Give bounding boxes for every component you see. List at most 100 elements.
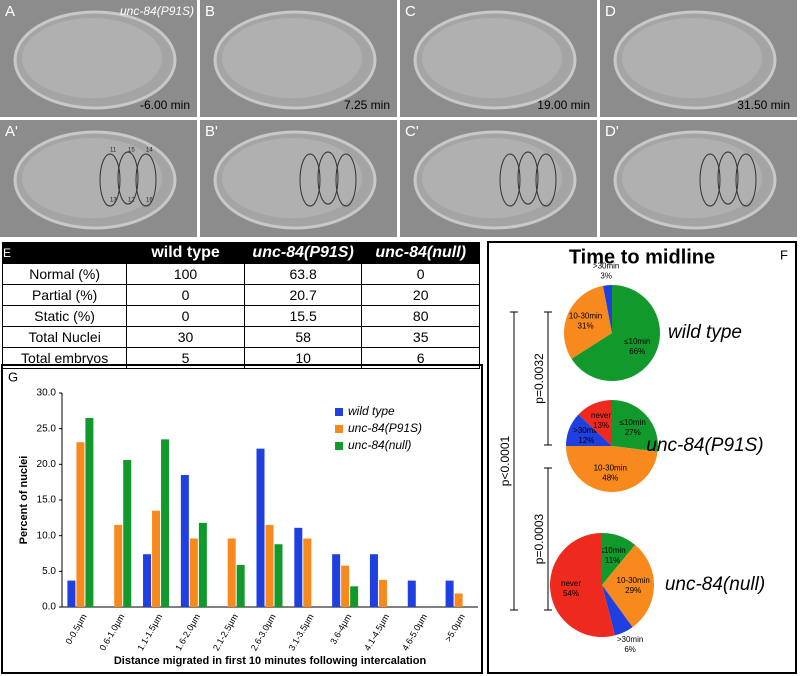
panel-title: Time to midline: [569, 246, 715, 268]
bar: [265, 524, 274, 607]
slice-value: 48%: [602, 474, 618, 483]
table-cell: unc-84(P91S): [243, 242, 363, 264]
panel-letter: A: [5, 3, 15, 20]
table-row: Total Nuclei 30 58 35: [1, 326, 480, 348]
panel-letter: F: [780, 247, 788, 262]
bar: [67, 580, 76, 607]
table-cell: 63.8: [243, 263, 363, 285]
table-cell: 6: [361, 347, 480, 369]
slice-label: ≤10min: [624, 337, 650, 346]
legend-swatch: [335, 442, 343, 450]
table-cell: E: [1, 242, 128, 264]
slice-value: 27%: [625, 428, 641, 437]
embryo: [222, 18, 362, 98]
bar: [350, 586, 359, 607]
bar: [454, 593, 463, 607]
slice-label: ≤10min: [599, 546, 625, 555]
table-cell: Total Nuclei: [1, 326, 128, 348]
embryo: [222, 138, 362, 218]
x-axis-label: Distance migrated in first 10 minutes fo…: [114, 655, 427, 667]
table-cell: 30: [126, 326, 245, 348]
embryo: [22, 18, 162, 98]
slice-value: 11%: [605, 556, 620, 565]
x-tick-label: 1.1-1.5µm: [135, 612, 164, 652]
cell-outline: [535, 153, 557, 207]
table-row: Partial (%) 0 20.7 20: [1, 284, 480, 306]
slice-value: 66%: [629, 347, 645, 356]
bar: [85, 417, 94, 607]
slice-label: never: [561, 579, 581, 588]
bar: [76, 442, 85, 607]
bar: [294, 527, 303, 607]
slice-label: 10-30min: [569, 312, 602, 321]
embryo: [622, 138, 762, 218]
y-tick-label: 25.0: [37, 423, 57, 434]
table-cell: 35: [361, 326, 480, 348]
bar: [180, 475, 189, 607]
panel-letter: C: [405, 3, 416, 20]
slice-value: 54%: [563, 589, 579, 598]
table-cell: 58: [243, 326, 363, 348]
y-tick-label: 0.0: [42, 602, 56, 613]
panel-time: 19.00 min: [537, 98, 590, 112]
embryo: [422, 138, 562, 218]
table-cell: Normal (%): [1, 263, 128, 285]
bar: [189, 538, 198, 607]
slice-value: 3%: [600, 271, 612, 280]
table-cell: 0: [126, 284, 245, 306]
table-cell: 0: [361, 263, 480, 285]
bar: [198, 522, 207, 607]
p-value: p=0.0032: [532, 353, 546, 404]
table-cell: 20.7: [243, 284, 363, 306]
table-row: Total embryos 5 10 6: [1, 347, 480, 369]
y-axis-label: Percent of nuclei: [18, 456, 30, 545]
panel-time: 31.50 min: [737, 98, 790, 112]
table-cell: 15.5: [243, 305, 363, 327]
pie-slice: [578, 400, 612, 446]
pie-slice: [602, 585, 633, 636]
cell-outline: [99, 153, 121, 207]
bar: [303, 538, 312, 607]
y-tick-label: 20.0: [37, 459, 57, 470]
bar: [445, 580, 454, 607]
slice-value: 13%: [593, 421, 609, 430]
cell-outline: [699, 153, 721, 207]
bar: [378, 579, 387, 607]
panel-letter: A': [5, 123, 18, 140]
pie-slice: [612, 400, 659, 452]
bar: [114, 524, 123, 607]
cell-label: 16: [146, 198, 153, 204]
bar: [236, 564, 245, 607]
p-value: p<0.0001: [498, 435, 512, 486]
cell-outline: [499, 153, 521, 207]
slice-label: 10-30min: [617, 576, 650, 585]
cell-outline: [517, 151, 539, 205]
cell-label: 14: [146, 148, 153, 154]
legend-label: wild type: [348, 404, 395, 418]
table-cell: 20: [361, 284, 480, 306]
embryo: [422, 18, 562, 98]
pie-slice: [550, 533, 615, 637]
pie-slice: [566, 414, 612, 446]
x-tick-label: 0.6-1.0µm: [98, 612, 127, 652]
slice-label: >30min: [593, 261, 619, 270]
bar: [369, 554, 378, 607]
panel-time: 7.25 min: [344, 98, 390, 112]
x-tick-label: 3.1-3.5µm: [287, 612, 316, 652]
panel-letter: D: [605, 3, 616, 20]
cell-outline: [335, 153, 357, 207]
table-cell: 100: [126, 263, 245, 285]
cell-outline: [117, 151, 139, 205]
bar: [332, 554, 341, 607]
bar: [227, 538, 236, 607]
panel-letter: D': [605, 123, 619, 140]
bar: [123, 460, 132, 607]
panel-f-frame: [487, 241, 797, 674]
x-tick-label: 3.6-4µm: [328, 612, 353, 646]
panel-letter: C': [405, 123, 419, 140]
bar: [152, 510, 161, 607]
x-tick-label: 0-0.5µm: [63, 612, 88, 646]
table-cell: Partial (%): [1, 284, 128, 306]
